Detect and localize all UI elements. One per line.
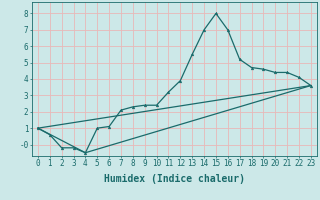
X-axis label: Humidex (Indice chaleur): Humidex (Indice chaleur) — [104, 174, 245, 184]
